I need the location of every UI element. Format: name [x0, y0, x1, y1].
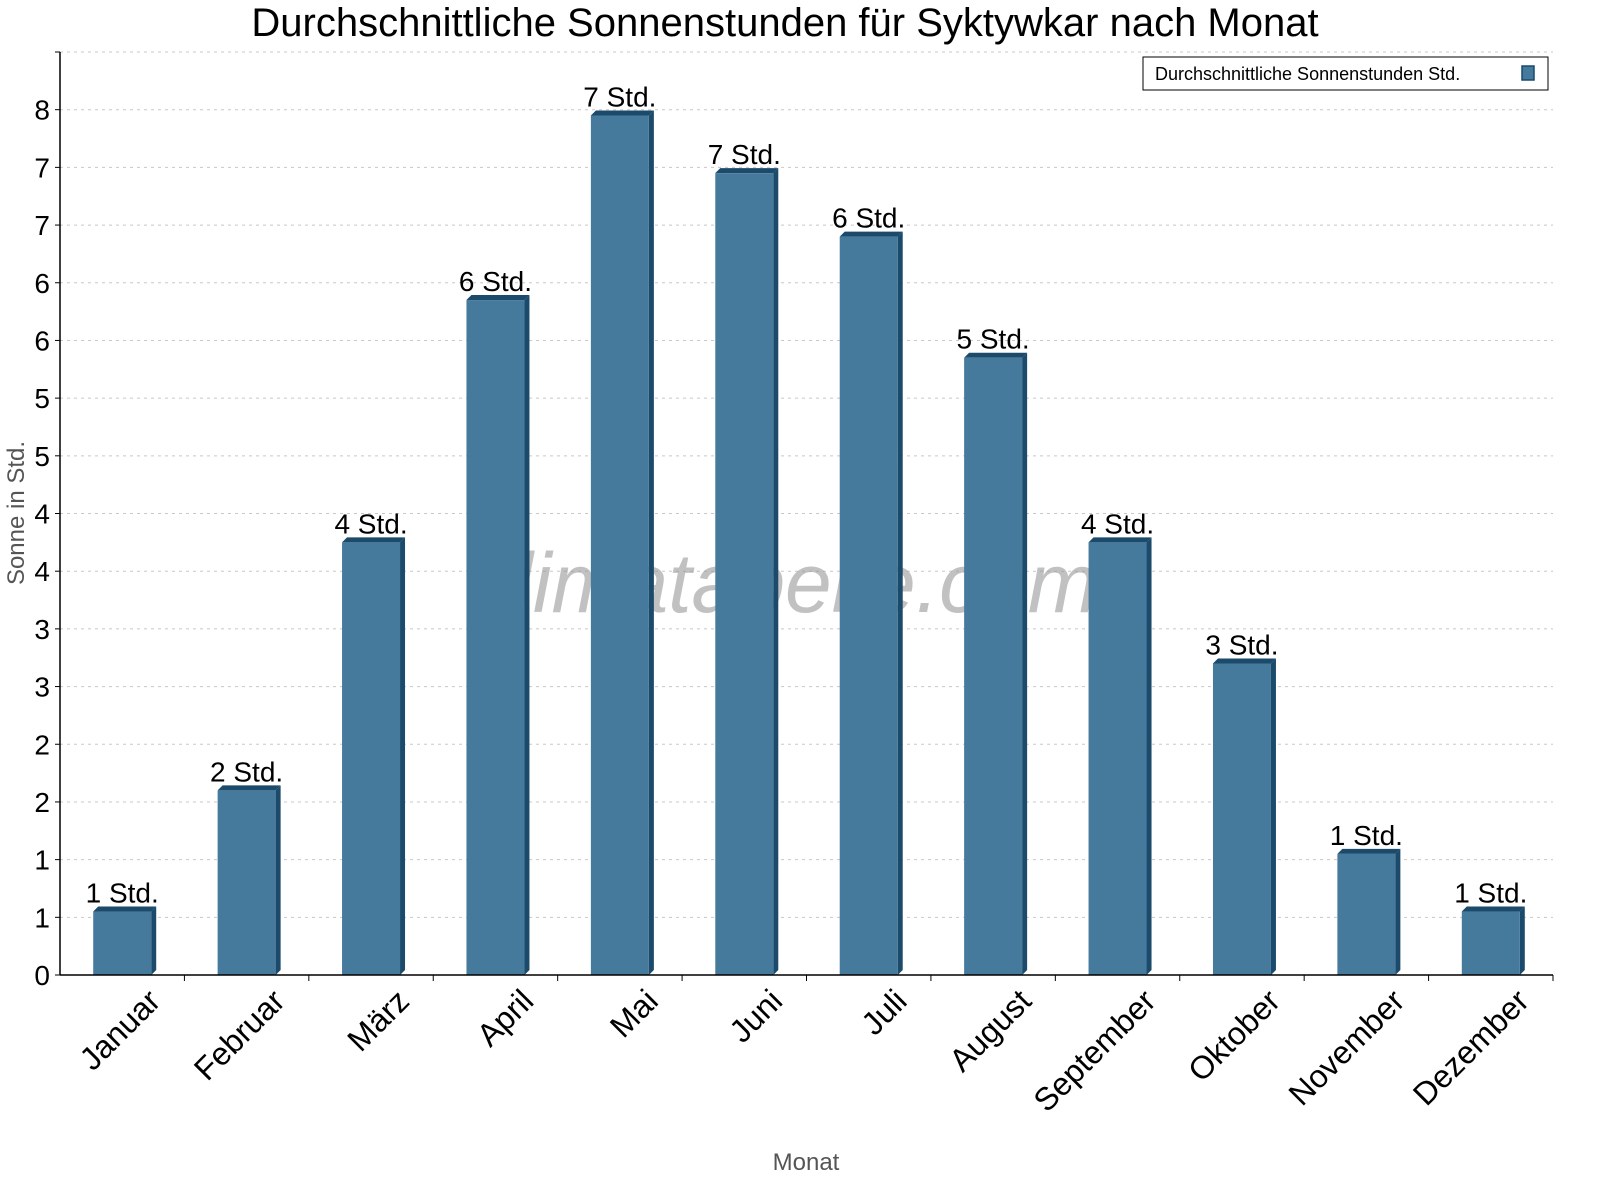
data-label: 4 Std. [1081, 508, 1154, 539]
x-tick-label: Januar [73, 982, 168, 1077]
data-label: 6 Std. [459, 266, 532, 297]
x-tick-label: Februar [187, 982, 292, 1087]
bar [217, 790, 276, 975]
y-tick-label: 3 [34, 614, 50, 645]
x-tick-label: März [340, 982, 416, 1058]
bar-side [648, 110, 654, 976]
bar-side [275, 785, 281, 975]
y-tick-label: 7 [34, 152, 50, 183]
data-label: 7 Std. [708, 139, 781, 170]
y-tick-label: 7 [34, 210, 50, 241]
bar [93, 911, 152, 975]
bar-top [1088, 537, 1152, 543]
bar [1088, 542, 1147, 975]
data-label: 5 Std. [957, 324, 1030, 355]
bar-top [466, 295, 530, 301]
bar-side [1146, 537, 1152, 975]
data-label: 1 Std. [1330, 820, 1403, 851]
bar-top [217, 785, 281, 791]
y-tick-label: 2 [34, 729, 50, 760]
y-tick-label: 3 [34, 672, 50, 703]
bar-top [590, 110, 654, 116]
bar-side [1270, 658, 1276, 975]
bar-side [400, 537, 406, 975]
legend: Durchschnittliche Sonnenstunden Std. [1142, 56, 1549, 91]
x-tick-label: Dezember [1406, 982, 1536, 1112]
bar [1337, 853, 1396, 975]
x-tick-label: April [470, 982, 541, 1053]
bar-side [1022, 352, 1028, 975]
x-tick-label: Juli [854, 982, 913, 1041]
bar-top [964, 352, 1028, 358]
data-label: 3 Std. [1205, 629, 1278, 660]
bar-top [93, 906, 157, 912]
bar-side [524, 295, 530, 975]
bar-top [1461, 906, 1525, 912]
y-tick-label: 1 [34, 845, 50, 876]
y-tick-label: 6 [34, 325, 50, 356]
bar-top [342, 537, 406, 543]
y-tick-label: 1 [34, 902, 50, 933]
bar [715, 173, 774, 976]
bar-top [1337, 848, 1401, 854]
y-tick-label: 4 [34, 499, 50, 530]
bar [466, 300, 525, 975]
bar-top [1212, 658, 1276, 664]
bar-side [1519, 906, 1525, 975]
data-label: 2 Std. [210, 756, 283, 787]
bar-top [715, 168, 779, 174]
bar-top [839, 231, 903, 237]
legend-label: Durchschnittliche Sonnenstunden Std. [1155, 64, 1460, 84]
data-label: 7 Std. [583, 81, 656, 112]
bar-side [1395, 848, 1401, 975]
y-tick-label: 5 [34, 441, 50, 472]
legend-box [1142, 56, 1549, 91]
bar [342, 542, 401, 975]
bar [1461, 911, 1520, 975]
y-tick-label: 4 [34, 556, 50, 587]
x-axis-label: Monat [773, 1149, 840, 1176]
chart-title: Durchschnittliche Sonnenstunden für Sykt… [251, 1, 1318, 45]
y-tick-label: 2 [34, 787, 50, 818]
x-tick-label: November [1281, 982, 1411, 1112]
bar [1212, 663, 1271, 975]
x-tick-label: Mai [603, 982, 665, 1044]
y-tick-label: 6 [34, 268, 50, 299]
y-tick-label: 0 [34, 960, 50, 991]
bar-side [897, 231, 903, 976]
bar-side [151, 906, 157, 975]
y-tick-label: 8 [34, 95, 50, 126]
data-label: 6 Std. [832, 203, 905, 234]
x-tick-label: September [1026, 982, 1162, 1118]
x-tick-label: Oktober [1181, 982, 1287, 1088]
x-tick-label: Juni [722, 982, 789, 1049]
bar [590, 115, 649, 976]
data-label: 4 Std. [334, 508, 407, 539]
bar [964, 357, 1023, 975]
data-label: 1 Std. [1454, 878, 1527, 909]
y-tick-label: 5 [34, 383, 50, 414]
bar-side [773, 168, 779, 976]
y-axis-label: Sonne in Std. [3, 441, 30, 585]
bar [839, 236, 898, 976]
legend-swatch [1521, 65, 1535, 81]
x-tick-label: August [942, 982, 1038, 1078]
data-label: 1 Std. [86, 878, 159, 909]
